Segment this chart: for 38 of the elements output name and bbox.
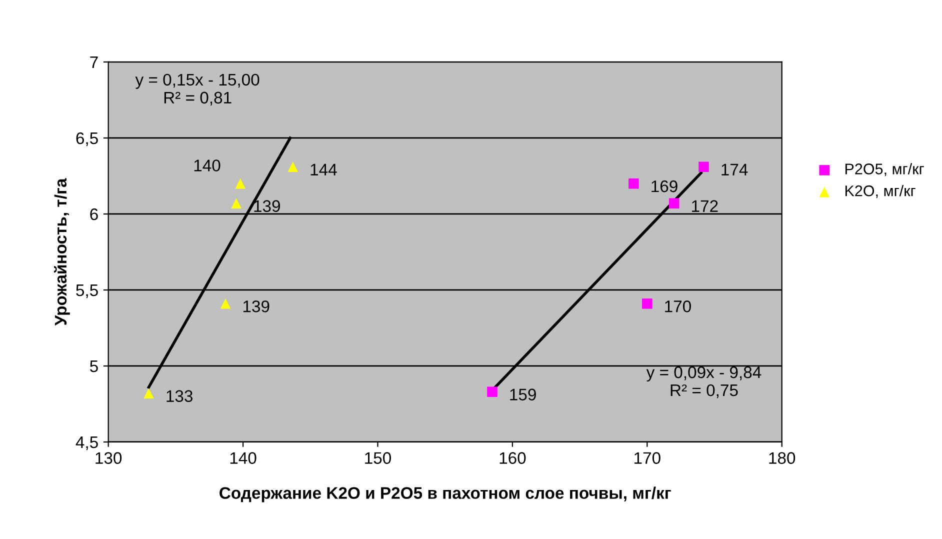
point [231,198,242,208]
annotation: y = 0,09x - 9,84 R² = 0,75 [646,366,762,398]
y-tick-label: 7 [90,56,98,68]
y-tick-label: 5,5 [76,284,98,298]
legend-label: P2O5, мг/кг [845,163,924,176]
point [698,162,709,172]
annotation: y = 0,15x - 15,00 R² = 0,81 [135,74,260,106]
x-axis-title: Содержание K2O и P2O5 в пахотном слое почвы, мг/кг [220,486,671,502]
y-tick-label: 6,5 [76,132,98,146]
x-tick-label: 170 [634,452,660,464]
y-tick-label: 6 [90,208,98,220]
point [642,298,652,309]
point [235,178,246,189]
x-tick-label: 140 [230,452,256,464]
annotation: 172 [692,200,718,212]
annotation: 139 [254,200,280,212]
x-tick-label: 150 [365,452,391,464]
x-tick-label: 130 [96,452,122,464]
annotation: 159 [510,388,536,400]
point [220,298,231,309]
point [288,162,298,172]
annotation: 133 [166,390,192,402]
x-tick-label: 160 [500,452,526,464]
annotation: 170 [665,300,691,312]
y-tick-label: 4,5 [76,436,98,450]
legend-label: K2O, мг/кг [845,185,916,198]
annotation: 139 [243,300,270,312]
y-tick-label: 5 [90,360,98,372]
x-tick-label: 180 [769,452,796,464]
point [144,388,154,398]
point [668,198,680,208]
annotation: 169 [652,180,678,192]
point [628,178,639,189]
annotation: 174 [722,164,748,176]
y-axis-title: Урожайность, т/га [54,178,70,326]
annotation: 144 [310,164,337,176]
annotation: 140 [194,160,220,172]
point [487,386,498,397]
